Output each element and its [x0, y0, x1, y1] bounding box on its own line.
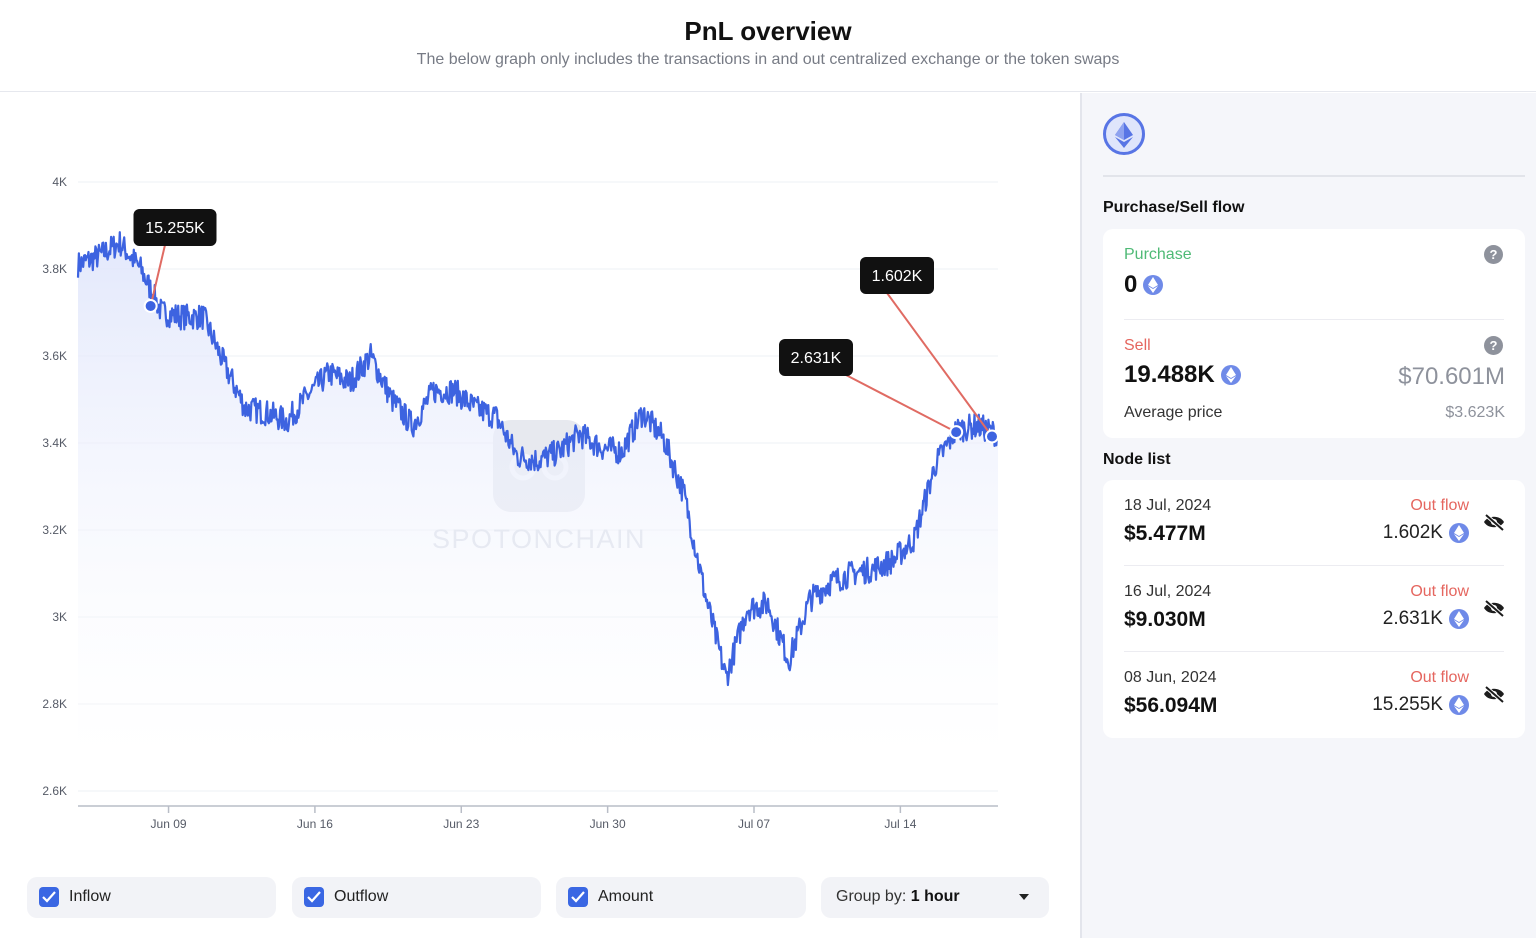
node-list: 18 Jul, 2024 $5.477M Out flow 1.602K 16 …: [1103, 480, 1525, 738]
outflow-toggle[interactable]: Outflow: [292, 877, 541, 918]
card-divider: [1124, 319, 1504, 320]
eye-off-icon[interactable]: [1483, 513, 1505, 531]
amount-label: Amount: [598, 888, 654, 905]
series-area: [78, 232, 998, 765]
outflow-checkbox[interactable]: [304, 887, 324, 907]
callout-line: [845, 374, 957, 434]
eye-off-icon[interactable]: [1483, 599, 1505, 617]
y-tick-label: 3.8K: [42, 262, 67, 276]
y-tick-label: 3.2K: [42, 523, 67, 537]
purchase-help-icon[interactable]: ?: [1484, 245, 1503, 264]
data-point: [985, 429, 999, 444]
x-tick-label: Jul 07: [738, 817, 770, 831]
x-tick-label: Jun 23: [443, 817, 479, 831]
purchase-label: Purchase: [1124, 246, 1192, 263]
group-by-value: 1 hour: [910, 888, 960, 905]
inflow-checkbox[interactable]: [39, 887, 59, 907]
eth-icon: [1449, 695, 1469, 715]
node-amount: 1.602K: [1383, 522, 1469, 544]
node-usd: $56.094M: [1124, 694, 1218, 717]
node-date: 08 Jun, 2024: [1124, 669, 1217, 686]
x-tick-label: Jul 14: [884, 817, 916, 831]
group-by-label: Group by: 1 hour: [836, 888, 960, 905]
average-price-value: $3.623K: [1445, 404, 1505, 421]
y-tick-label: 2.6K: [42, 784, 67, 798]
callout-box: 1.602K: [860, 257, 934, 294]
node-list-title: Node list: [1103, 451, 1171, 468]
callout-label: 1.602K: [872, 268, 923, 285]
outflow-label: Outflow: [334, 888, 389, 905]
node-flow: Out flow: [1410, 669, 1469, 686]
callout-line: [149, 244, 166, 307]
sidebar: Purchase/Sell flow Purchase ? 0 Sell ? 1…: [1082, 93, 1536, 938]
callout-box: 15.255K: [133, 209, 217, 246]
ethereum-token-icon[interactable]: [1103, 113, 1145, 155]
eth-icon: [1220, 365, 1241, 385]
x-tick-label: Jun 16: [297, 817, 333, 831]
y-tick-label: 3.6K: [42, 349, 67, 363]
callout-line: [886, 292, 993, 438]
sidebar-divider: [1103, 175, 1525, 177]
node-list-item[interactable]: 16 Jul, 2024 $9.030M Out flow 2.631K: [1103, 566, 1525, 652]
amount-toggle[interactable]: Amount: [556, 877, 806, 918]
data-point: [143, 298, 158, 313]
node-date: 16 Jul, 2024: [1124, 583, 1212, 600]
node-flow: Out flow: [1410, 583, 1469, 600]
purchase-sell-title: Purchase/Sell flow: [1103, 199, 1245, 216]
callout-label: 2.631K: [791, 350, 842, 367]
sell-usd-value: $70.601M: [1398, 363, 1505, 390]
purchase-amount: 0: [1124, 271, 1164, 299]
panel-divider: [1080, 93, 1082, 938]
average-price-label: Average price: [1124, 404, 1223, 421]
data-point: [949, 425, 964, 440]
page-title: PnL overview: [684, 16, 852, 46]
group-by-select[interactable]: Group by: 1 hour: [821, 877, 1049, 918]
node-usd: $5.477M: [1124, 522, 1206, 545]
node-list-item[interactable]: 18 Jul, 2024 $5.477M Out flow 1.602K: [1103, 480, 1525, 566]
y-tick-label: 2.8K: [42, 697, 67, 711]
inflow-toggle[interactable]: Inflow: [27, 877, 276, 918]
sell-amount: 19.488K: [1124, 361, 1241, 389]
x-tick-label: Jun 30: [590, 817, 626, 831]
chevron-down-icon: [1019, 894, 1029, 900]
node-list-item[interactable]: 08 Jun, 2024 $56.094M Out flow 15.255K: [1103, 652, 1525, 738]
eth-icon: [1449, 523, 1469, 543]
callout-box: 2.631K: [779, 339, 853, 376]
sell-label: Sell: [1124, 337, 1151, 354]
node-amount: 2.631K: [1383, 608, 1469, 630]
sell-help-icon[interactable]: ?: [1484, 336, 1503, 355]
amount-checkbox[interactable]: [568, 887, 588, 907]
purchase-sell-card: Purchase ? 0 Sell ? 19.488K $70.601M Ave…: [1103, 229, 1525, 438]
page-subtitle: The below graph only includes the transa…: [416, 51, 1120, 68]
x-tick-label: Jun 09: [151, 817, 187, 831]
node-usd: $9.030M: [1124, 608, 1206, 631]
series-line: [76, 231, 999, 687]
eye-off-icon[interactable]: [1483, 685, 1505, 703]
y-tick-label: 3K: [52, 610, 67, 624]
node-flow: Out flow: [1410, 497, 1469, 514]
eth-icon: [1449, 609, 1469, 629]
eth-icon: [1143, 275, 1164, 295]
page-header: PnL overview The below graph only includ…: [0, 0, 1536, 92]
y-tick-label: 4K: [52, 175, 67, 189]
inflow-label: Inflow: [69, 888, 111, 905]
y-tick-label: 3.4K: [42, 436, 67, 450]
callout-label: 15.255K: [145, 220, 205, 237]
node-amount: 15.255K: [1372, 694, 1469, 716]
node-date: 18 Jul, 2024: [1124, 497, 1212, 514]
